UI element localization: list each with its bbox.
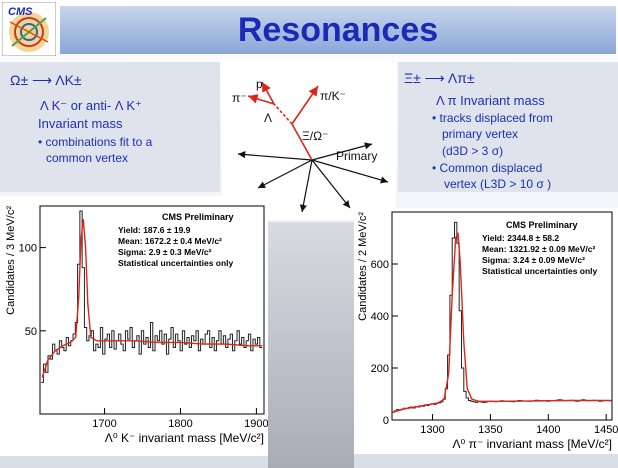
omega-chart-svg: 1700 1800 1900 50 100 CMS Preliminary Yield: 1…	[5, 205, 269, 445]
y-tick-label: 0	[383, 415, 389, 427]
background-strip	[268, 222, 354, 468]
omega-reaction: Ω± ⟶ ΛK±	[10, 72, 82, 88]
chart-title: CMS Preliminary	[506, 220, 578, 230]
decay-diagram: p π⁻ π/K⁻ Λ Ξ/Ω⁻ Primary	[222, 62, 396, 220]
y-axis-label: Candidates / 2 MeV/c²	[357, 212, 369, 321]
x-axis-label: Λ⁰ K⁻ invariant mass [MeV/c²]	[105, 431, 264, 445]
x-tick-label: 1300	[420, 424, 444, 436]
x-tick-label: 1700	[92, 418, 116, 430]
omega-info-box	[0, 62, 220, 192]
fit-annotation: Mean: 1672.2 ± 0.4 MeV/c²	[118, 236, 222, 246]
label-pi-minus: π⁻	[232, 91, 247, 105]
x-axis-label: Λ⁰ π⁻ invariant mass [MeV/c²]	[453, 437, 612, 451]
fit-curve	[41, 219, 263, 378]
xi-line1: Λ π Invariant mass	[436, 93, 545, 108]
chart-title: CMS Preliminary	[162, 212, 234, 222]
xi-reaction: Ξ± ⟶ Λπ±	[404, 70, 475, 86]
slide-title: Resonances	[237, 11, 439, 49]
xi-info-box	[398, 62, 618, 192]
label-primary: Primary	[336, 149, 377, 163]
histogram-series	[41, 210, 263, 383]
x-tick-label: 1800	[168, 418, 192, 430]
xi-bullet1: • tracks displaced from	[432, 111, 553, 125]
fit-annotation: Yield: 187.6 ± 19.9	[118, 225, 191, 235]
xi-bullet2b: vertex (L3D > 10 σ )	[444, 177, 552, 191]
y-tick-label: 200	[371, 363, 389, 375]
y-tick-label: 100	[19, 243, 37, 255]
y-axis-label: Candidates / 3 MeV/c²	[5, 206, 17, 315]
omega-line1: Λ K⁻ or anti- Λ K⁺	[40, 98, 142, 113]
fit-annotation: Mean: 1321.92 ± 0.09 MeV/c²	[482, 244, 596, 254]
xi-bullet1c: (d3D > 3 σ)	[442, 144, 504, 158]
omega-bullet1: • combinations fit to a	[38, 135, 153, 149]
fit-curve	[392, 232, 611, 413]
x-tick-label: 1450	[594, 424, 618, 436]
omega-line2: Invariant mass	[38, 116, 123, 131]
omega-bullet1b: common vertex	[46, 151, 129, 165]
y-tick-label: 400	[371, 311, 389, 323]
label-pi-k: π/K⁻	[320, 89, 346, 103]
label-lambda: Λ	[264, 111, 272, 125]
x-tick-label: 1350	[478, 424, 502, 436]
y-tick-label: 50	[25, 326, 37, 338]
omega-mass-chart: 1700 1800 1900 50 100 CMS Preliminary Yield: 1…	[0, 196, 269, 456]
cms-logo: CMS	[1, 1, 57, 57]
fit-annotation: Statistical uncertainties only	[482, 266, 598, 276]
y-tick-label: 600	[371, 259, 389, 271]
fit-annotation: Sigma: 2.9 ± 0.3 MeV/c²	[118, 247, 212, 257]
fit-annotation: Statistical uncertainties only	[118, 258, 234, 268]
svg-text:CMS: CMS	[8, 6, 33, 18]
xi-bullet2: • Common displaced	[432, 161, 543, 175]
title-bar	[60, 6, 616, 54]
decay-tracks	[247, 81, 319, 161]
label-p: p	[256, 77, 263, 91]
fit-annotation: Sigma: 3.24 ± 0.09 MeV/c²	[482, 255, 585, 265]
xi-mass-chart: 1300 1350 1400 1450 0 200 400 600 CMS Preliminar…	[354, 208, 618, 454]
x-tick-label: 1400	[536, 424, 560, 436]
xi-chart-svg: 1300 1350 1400 1450 0 200 400 600 CMS Preliminar…	[357, 211, 618, 451]
primary-tracks	[237, 142, 389, 213]
x-tick-label: 1900	[244, 418, 268, 430]
xi-bullet1b: primary vertex	[442, 127, 519, 141]
label-xi-omega: Ξ/Ω⁻	[302, 129, 328, 143]
plot-frame	[39, 205, 265, 415]
fit-annotation: Yield: 2344.8 ± 58.2	[482, 233, 559, 243]
